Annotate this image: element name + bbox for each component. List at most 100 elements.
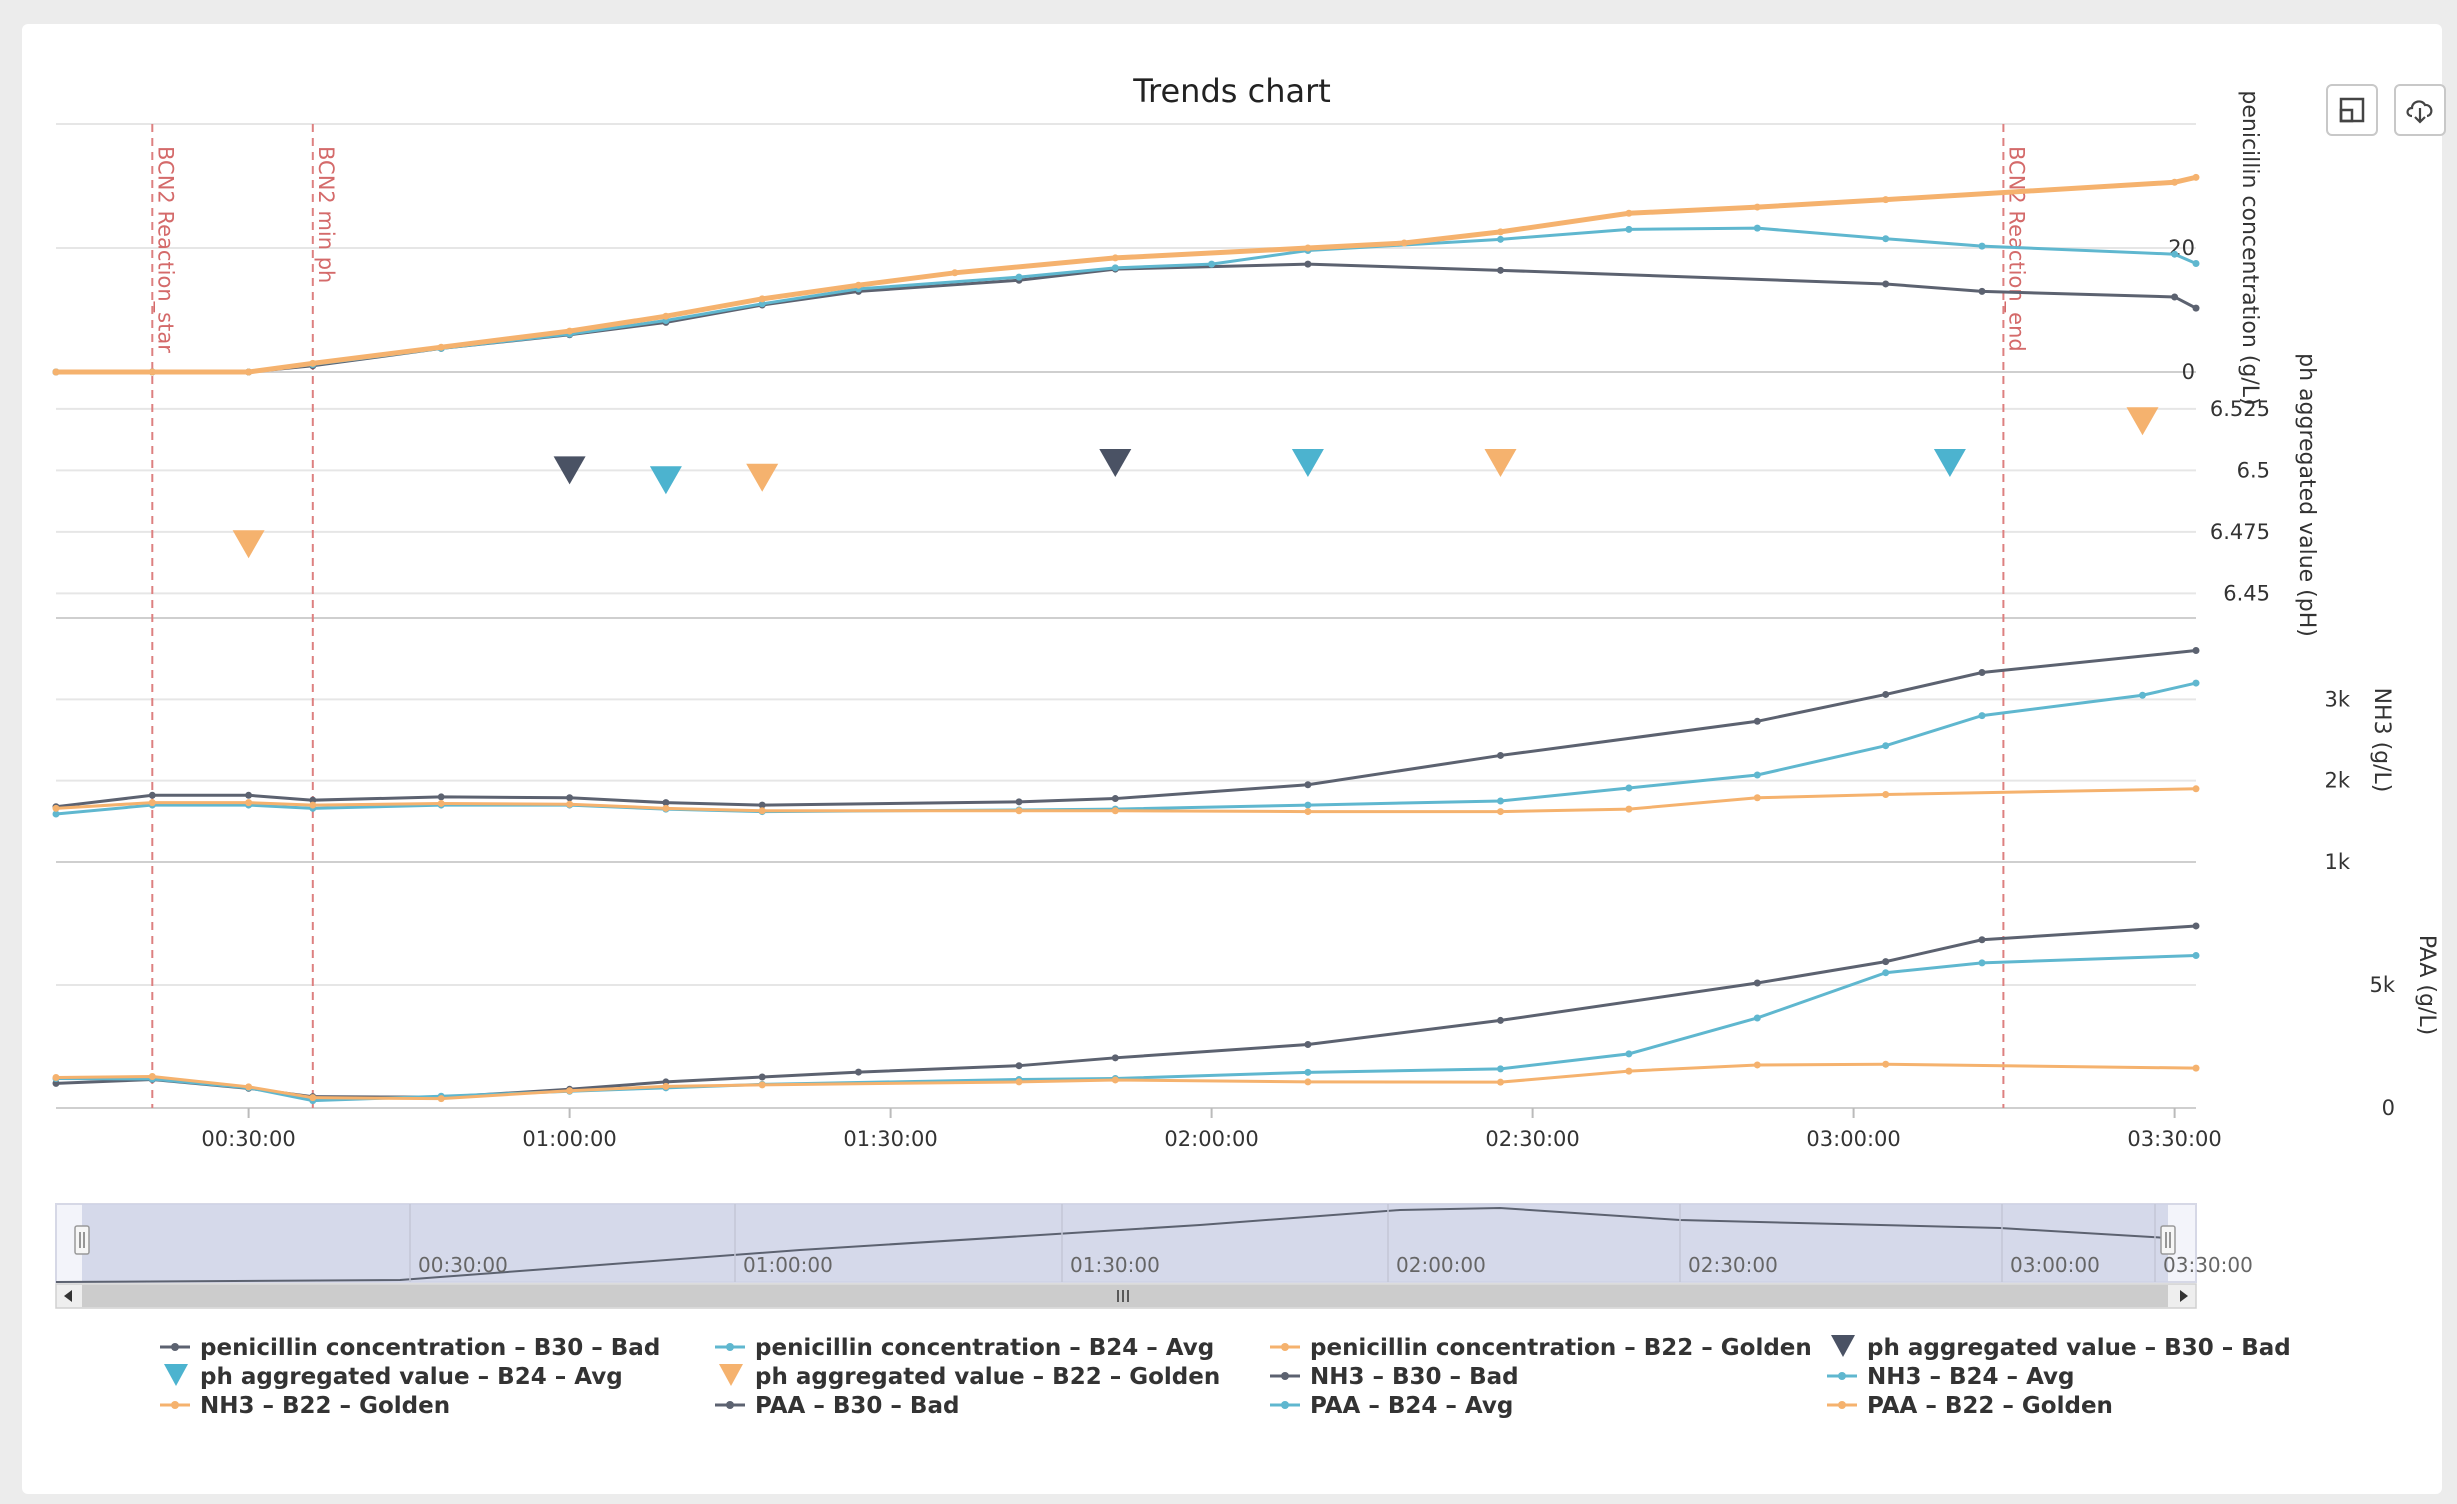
scrollbar-thumb <box>82 1285 2168 1307</box>
expand-icon <box>2339 97 2365 123</box>
data-point <box>309 1094 317 1102</box>
x-tick-label: 03:30:00 <box>2127 1127 2221 1151</box>
data-point <box>1882 1060 1890 1068</box>
data-point <box>52 1073 60 1081</box>
x-tick-label: 02:00:00 <box>1164 1127 1258 1151</box>
legend-item[interactable]: PAA – B22 – Golden <box>1827 1393 2113 1419</box>
data-point <box>2192 647 2200 655</box>
data-point <box>1111 254 1119 262</box>
data-point <box>2171 178 2179 186</box>
data-point <box>245 791 253 799</box>
x-tick-label: 00:30:00 <box>201 1127 295 1151</box>
data-point <box>1304 244 1312 252</box>
legend-item[interactable]: ph aggregated value – B22 – Golden <box>719 1364 1220 1390</box>
data-point <box>1111 807 1119 815</box>
handle-body <box>2160 1225 2176 1255</box>
data-point <box>2192 679 2200 687</box>
data-point <box>951 269 959 277</box>
download-button[interactable] <box>2394 84 2446 136</box>
legend-symbol-dot <box>1281 1343 1289 1351</box>
data-point <box>1753 1014 1761 1022</box>
x-tick-label: 02:30:00 <box>1485 1127 1579 1151</box>
legend-label: NH3 – B24 – Avg <box>1867 1364 2075 1390</box>
data-point <box>1497 1065 1504 1073</box>
legend-item[interactable]: NH3 – B30 – Bad <box>1270 1364 1519 1390</box>
legend-item[interactable]: penicillin concentration – B22 – Golden <box>1270 1335 1812 1361</box>
data-point <box>758 807 766 815</box>
navigator-tick-label: 01:30:00 <box>1070 1253 1160 1277</box>
data-point <box>1625 1050 1633 1058</box>
series-line <box>55 787 2197 814</box>
legend-symbol-dot <box>1838 1372 1846 1380</box>
data-marker <box>1484 449 1517 478</box>
legend-label: penicillin concentration – B30 – Bad <box>200 1335 660 1361</box>
data-point <box>1978 242 1986 250</box>
data-point <box>148 791 156 799</box>
download-icon <box>2406 100 2433 124</box>
legend-item[interactable]: PAA – B30 – Bad <box>715 1393 959 1419</box>
data-point <box>148 1073 156 1081</box>
series-line <box>55 649 2197 809</box>
data-point <box>758 300 766 308</box>
legend-item[interactable]: NH3 – B22 – Golden <box>160 1393 450 1419</box>
navigator-selection <box>82 1204 2168 1282</box>
legend-item[interactable]: NH3 – B24 – Avg <box>1827 1364 2075 1390</box>
legend-symbol <box>1831 1335 1855 1357</box>
legend-label: PAA – B22 – Golden <box>1867 1393 2113 1419</box>
data-point <box>758 295 766 303</box>
data-point <box>1753 979 1761 987</box>
data-point <box>566 794 574 802</box>
legend-item[interactable]: penicillin concentration – B24 – Avg <box>715 1335 1214 1361</box>
data-point <box>1753 794 1761 802</box>
data-point <box>1208 260 1216 268</box>
ph-tick-label: 6.45 <box>2223 581 2270 605</box>
nh3-axis-title: NH3 (g/L) <box>2369 688 2394 793</box>
nh3-tick-label: 1k <box>2324 850 2350 874</box>
legend-item[interactable]: ph aggregated value – B24 – Avg <box>164 1364 623 1390</box>
legend-symbol-dot <box>1281 1401 1289 1409</box>
grid-lines <box>56 123 2196 1109</box>
navigator-left-handle[interactable] <box>74 1225 90 1255</box>
legend-symbol-dot <box>171 1343 179 1351</box>
legend-label: penicillin concentration – B24 – Avg <box>755 1335 1214 1361</box>
data-point <box>758 1081 766 1089</box>
data-point <box>1304 781 1312 789</box>
series-line <box>56 226 2197 374</box>
navigator-series-line <box>55 1206 2169 1283</box>
ph-tick-label: 6.525 <box>2210 397 2270 421</box>
data-point <box>855 281 862 289</box>
legend-item[interactable]: ph aggregated value – B30 – Bad <box>1831 1335 2291 1361</box>
data-point <box>662 799 670 807</box>
data-point <box>245 368 253 376</box>
paa-axis-title: PAA (g/L) <box>2414 935 2439 1035</box>
legend-item[interactable]: penicillin concentration – B30 – Bad <box>160 1335 660 1361</box>
data-point <box>1753 203 1761 211</box>
data-point <box>52 368 60 376</box>
data-point <box>1625 784 1633 792</box>
navigator-tick-label: 02:00:00 <box>1396 1253 1486 1277</box>
expand-button[interactable] <box>2326 84 2378 136</box>
legend-item[interactable]: PAA – B24 – Avg <box>1270 1393 1513 1419</box>
data-point <box>1497 1016 1504 1024</box>
legend-symbol <box>719 1364 743 1386</box>
nh3-tick-label: 2k <box>2324 769 2350 793</box>
legend-symbol-dot <box>726 1343 734 1351</box>
data-point <box>1978 287 1986 295</box>
data-point <box>1753 1061 1761 1069</box>
data-point <box>1304 801 1312 809</box>
data-point <box>1304 1041 1312 1049</box>
navigator-scrollbar[interactable] <box>55 1283 2197 1309</box>
data-point <box>1882 690 1890 698</box>
data-point <box>1882 790 1890 798</box>
data-point <box>1304 260 1312 268</box>
navigator-right-handle[interactable] <box>2160 1225 2176 1255</box>
chart-title: Trends chart <box>1133 72 1331 110</box>
series-2 <box>52 173 2200 376</box>
legend-label: NH3 – B22 – Golden <box>200 1393 450 1419</box>
legend-label: PAA – B24 – Avg <box>1310 1393 1513 1419</box>
data-point <box>2192 1064 2200 1072</box>
nh3-tick-label: 3k <box>2324 687 2350 711</box>
data-point <box>566 327 574 335</box>
data-point <box>1882 280 1890 288</box>
data-point <box>437 793 445 801</box>
